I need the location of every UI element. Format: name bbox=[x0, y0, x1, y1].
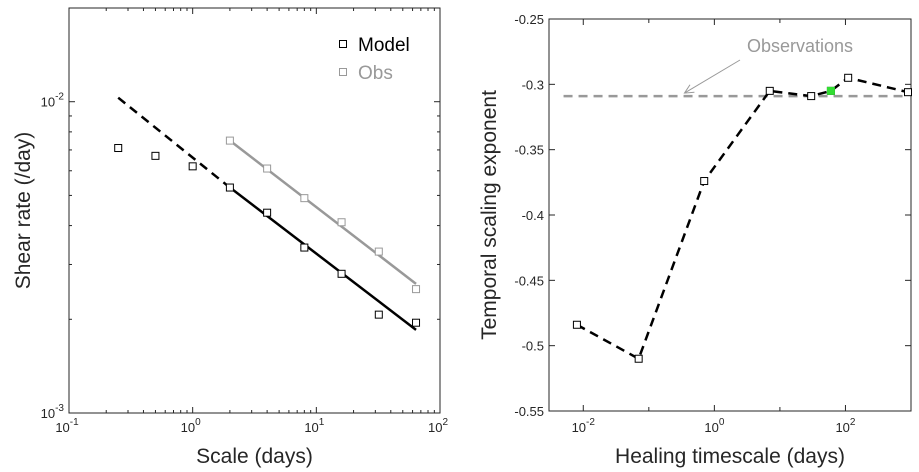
highlight-point bbox=[826, 86, 835, 95]
x-tick-label-exponent: -2 bbox=[586, 417, 595, 428]
x-tick-label: 102 bbox=[428, 417, 448, 435]
data-point-model bbox=[300, 243, 309, 252]
x-tick-label: 100 bbox=[704, 417, 724, 435]
x-tick-label-exponent: 0 bbox=[195, 417, 201, 428]
x-tick-label-exponent: 0 bbox=[719, 417, 725, 428]
annotation-arrow-head bbox=[683, 84, 695, 94]
y-tick-label: -0.3 bbox=[522, 77, 544, 92]
legend-label-model: Model bbox=[358, 35, 410, 56]
y-tick-label: -0.55 bbox=[514, 404, 544, 419]
data-point-model bbox=[337, 269, 346, 278]
x-tick-label-base: 10 bbox=[428, 420, 442, 435]
data-point bbox=[700, 177, 709, 186]
y-tick-label-base: 10 bbox=[41, 406, 55, 421]
data-point bbox=[807, 92, 816, 101]
fit-line-obs bbox=[229, 139, 417, 285]
x-tick-label-base: 10 bbox=[572, 420, 586, 435]
x-tick-label-base: 10 bbox=[704, 420, 718, 435]
fit-line-model bbox=[117, 96, 231, 189]
data-point-obs bbox=[374, 247, 383, 256]
data-point-model bbox=[114, 144, 123, 153]
y-tick-label-base: 10 bbox=[41, 95, 55, 110]
data-point-obs bbox=[225, 136, 234, 145]
x-tick-label-base: 10 bbox=[835, 420, 849, 435]
data-point-model bbox=[225, 183, 234, 192]
data-point-model bbox=[374, 310, 383, 319]
y-tick-label: -0.25 bbox=[514, 12, 544, 27]
data-point-obs bbox=[337, 218, 346, 227]
plot-area bbox=[68, 7, 441, 414]
y-tick-label-exponent: -2 bbox=[55, 92, 64, 103]
y-axis-label: Temporal scaling exponent bbox=[478, 90, 501, 340]
legend-marker-model bbox=[339, 40, 347, 48]
data-point bbox=[765, 86, 774, 95]
x-tick-label: 10-1 bbox=[55, 417, 79, 435]
y-tick-label: -0.45 bbox=[514, 273, 544, 288]
data-point bbox=[572, 320, 581, 329]
x-tick-label-base: 10 bbox=[181, 420, 195, 435]
y-tick-label: -0.4 bbox=[522, 208, 544, 223]
y-axis-label: Shear rate (/day) bbox=[12, 132, 35, 290]
y-tick-label: 10-2 bbox=[41, 92, 65, 110]
data-point-model bbox=[412, 318, 421, 327]
x-tick-label-exponent: 2 bbox=[850, 417, 856, 428]
x-tick-label: 101 bbox=[304, 417, 324, 435]
data-point bbox=[904, 88, 913, 97]
x-tick-label-exponent: -1 bbox=[70, 417, 79, 428]
x-tick-label-base: 10 bbox=[304, 420, 318, 435]
x-tick-label-exponent: 2 bbox=[442, 417, 448, 428]
data-point bbox=[844, 73, 853, 82]
legend: Model Obs bbox=[339, 35, 410, 84]
annotation-arrow-shaft bbox=[684, 59, 741, 94]
data-point-model bbox=[151, 151, 160, 160]
scaling-exponent-chart: 10-2 100 102-0.55-0.5-0.45-0.4-0.35-0.3-0.… bbox=[478, 12, 913, 468]
data-point-obs bbox=[263, 164, 272, 173]
observations-annotation: Observations bbox=[747, 36, 853, 56]
y-tick-label-exponent: -3 bbox=[55, 403, 64, 414]
x-tick-label-base: 10 bbox=[55, 420, 69, 435]
x-tick-label: 100 bbox=[181, 417, 201, 435]
legend-marker-obs bbox=[339, 68, 347, 76]
y-tick-label: -0.35 bbox=[514, 143, 544, 158]
plot-area bbox=[548, 18, 912, 412]
y-tick-label: -0.5 bbox=[522, 339, 544, 354]
x-tick-label: 102 bbox=[835, 417, 855, 435]
data-point bbox=[634, 354, 643, 363]
data-point-model bbox=[263, 208, 272, 217]
y-tick-label: 10-3 bbox=[41, 403, 65, 421]
data-point-obs bbox=[300, 194, 309, 203]
data-point-model bbox=[188, 162, 197, 171]
x-tick-label: 10-2 bbox=[572, 417, 596, 435]
x-tick-label-exponent: 1 bbox=[319, 417, 325, 428]
legend-label-obs: Obs bbox=[358, 63, 393, 84]
x-axis-label: Healing timescale (days) bbox=[615, 445, 845, 468]
fit-line-model bbox=[229, 186, 417, 331]
x-axis-label: Scale (days) bbox=[196, 445, 313, 468]
data-point-obs bbox=[412, 285, 421, 294]
